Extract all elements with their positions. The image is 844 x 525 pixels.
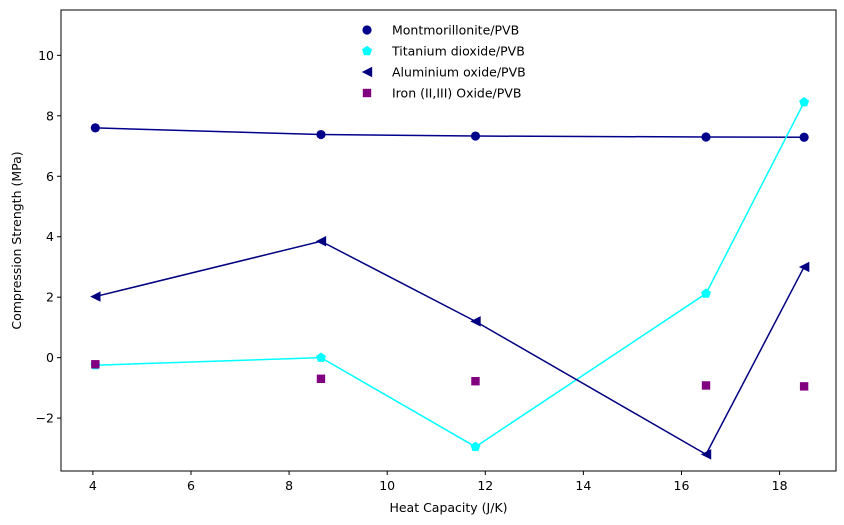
x-axis: 4 6 8 10 12 14 16 18 (89, 471, 788, 493)
x-tick-label: 4 (89, 478, 97, 493)
series-2 (90, 236, 810, 460)
data-point (90, 123, 100, 133)
plot-frame (60, 9, 837, 472)
legend-item: Iron (II,III) Oxide/PVB (362, 86, 521, 101)
y-tick-label: 0 (46, 350, 54, 365)
data-point (316, 352, 326, 362)
legend-label: Iron (II,III) Oxide/PVB (392, 86, 521, 101)
legend-marker (362, 25, 372, 35)
data-point (471, 377, 480, 386)
x-axis-title: Heat Capacity (J/K) (389, 500, 507, 515)
legend-item: Montmorillonite/PVB (362, 23, 519, 38)
y-tick-label: 4 (46, 229, 54, 244)
y-tick-label: 2 (46, 290, 54, 305)
y-tick-label: −2 (36, 411, 54, 426)
data-point (798, 261, 810, 273)
x-tick-label: 10 (379, 478, 395, 493)
x-tick-label: 12 (477, 478, 493, 493)
data-point (799, 382, 809, 391)
y-axis: −2 0 2 4 6 8 10 (36, 48, 61, 426)
data-point (701, 132, 711, 142)
data-point (701, 381, 711, 390)
y-tick-label: 6 (46, 169, 54, 184)
legend-marker (362, 88, 372, 98)
series-3 (91, 360, 809, 391)
legend-marker (362, 45, 372, 56)
x-tick-label: 16 (674, 478, 690, 493)
data-point (700, 449, 712, 460)
legend-label: Aluminium oxide/PVB (392, 65, 526, 80)
x-tick-label: 14 (575, 478, 591, 493)
plot-area (90, 97, 810, 460)
data-point (316, 374, 326, 383)
data-point (90, 291, 101, 302)
y-axis-title: Compression Strength (MPa) (9, 151, 24, 329)
data-point (799, 97, 810, 107)
series-0 (90, 123, 809, 142)
data-point (701, 288, 711, 298)
data-point (470, 131, 481, 141)
legend-label: Titanium dioxide/PVB (391, 44, 525, 59)
legend-item: Aluminium oxide/PVB (361, 65, 526, 80)
x-tick-label: 18 (772, 478, 788, 493)
legend: Montmorillonite/PVB Titanium dioxide/PVB A… (361, 23, 526, 101)
legend-marker (361, 66, 373, 78)
x-tick-label: 6 (187, 478, 195, 493)
x-tick-label: 8 (285, 478, 293, 493)
data-point (316, 129, 326, 140)
legend-label: Montmorillonite/PVB (392, 23, 519, 38)
data-point (315, 236, 327, 247)
data-point (470, 316, 481, 327)
legend-item: Titanium dioxide/PVB (362, 44, 525, 59)
y-tick-label: 10 (38, 48, 54, 63)
data-point (91, 360, 100, 369)
y-tick-label: 8 (46, 108, 54, 123)
data-point (799, 132, 809, 142)
data-point (470, 441, 481, 452)
